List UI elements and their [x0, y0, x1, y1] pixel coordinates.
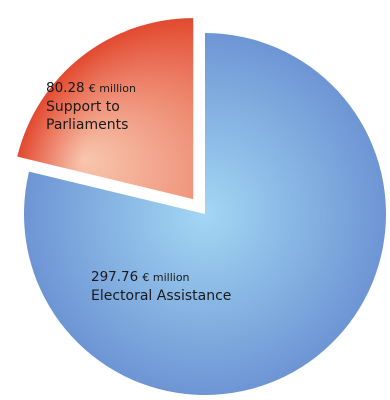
slice-name-electoral-assistance: Electoral Assistance [91, 287, 232, 304]
slice-name-support-to-parliaments-line-2: Parliaments [46, 117, 129, 134]
slice-name-support-to-parliaments-line-1: Support to [46, 98, 120, 115]
pie-slice-support-to-parliaments [17, 18, 194, 200]
slice-label-support-to-parliaments: 80.28 € million Support to Parliaments [46, 79, 136, 135]
slice-label-electoral-assistance: 297.76 € million Electoral Assistance [91, 268, 231, 305]
slice-value-support-to-parliaments: 80.28 € million [46, 80, 136, 96]
pie-slice-electoral-assistance [24, 33, 387, 395]
slice-value-electoral-assistance: 297.76 € million [91, 269, 190, 285]
